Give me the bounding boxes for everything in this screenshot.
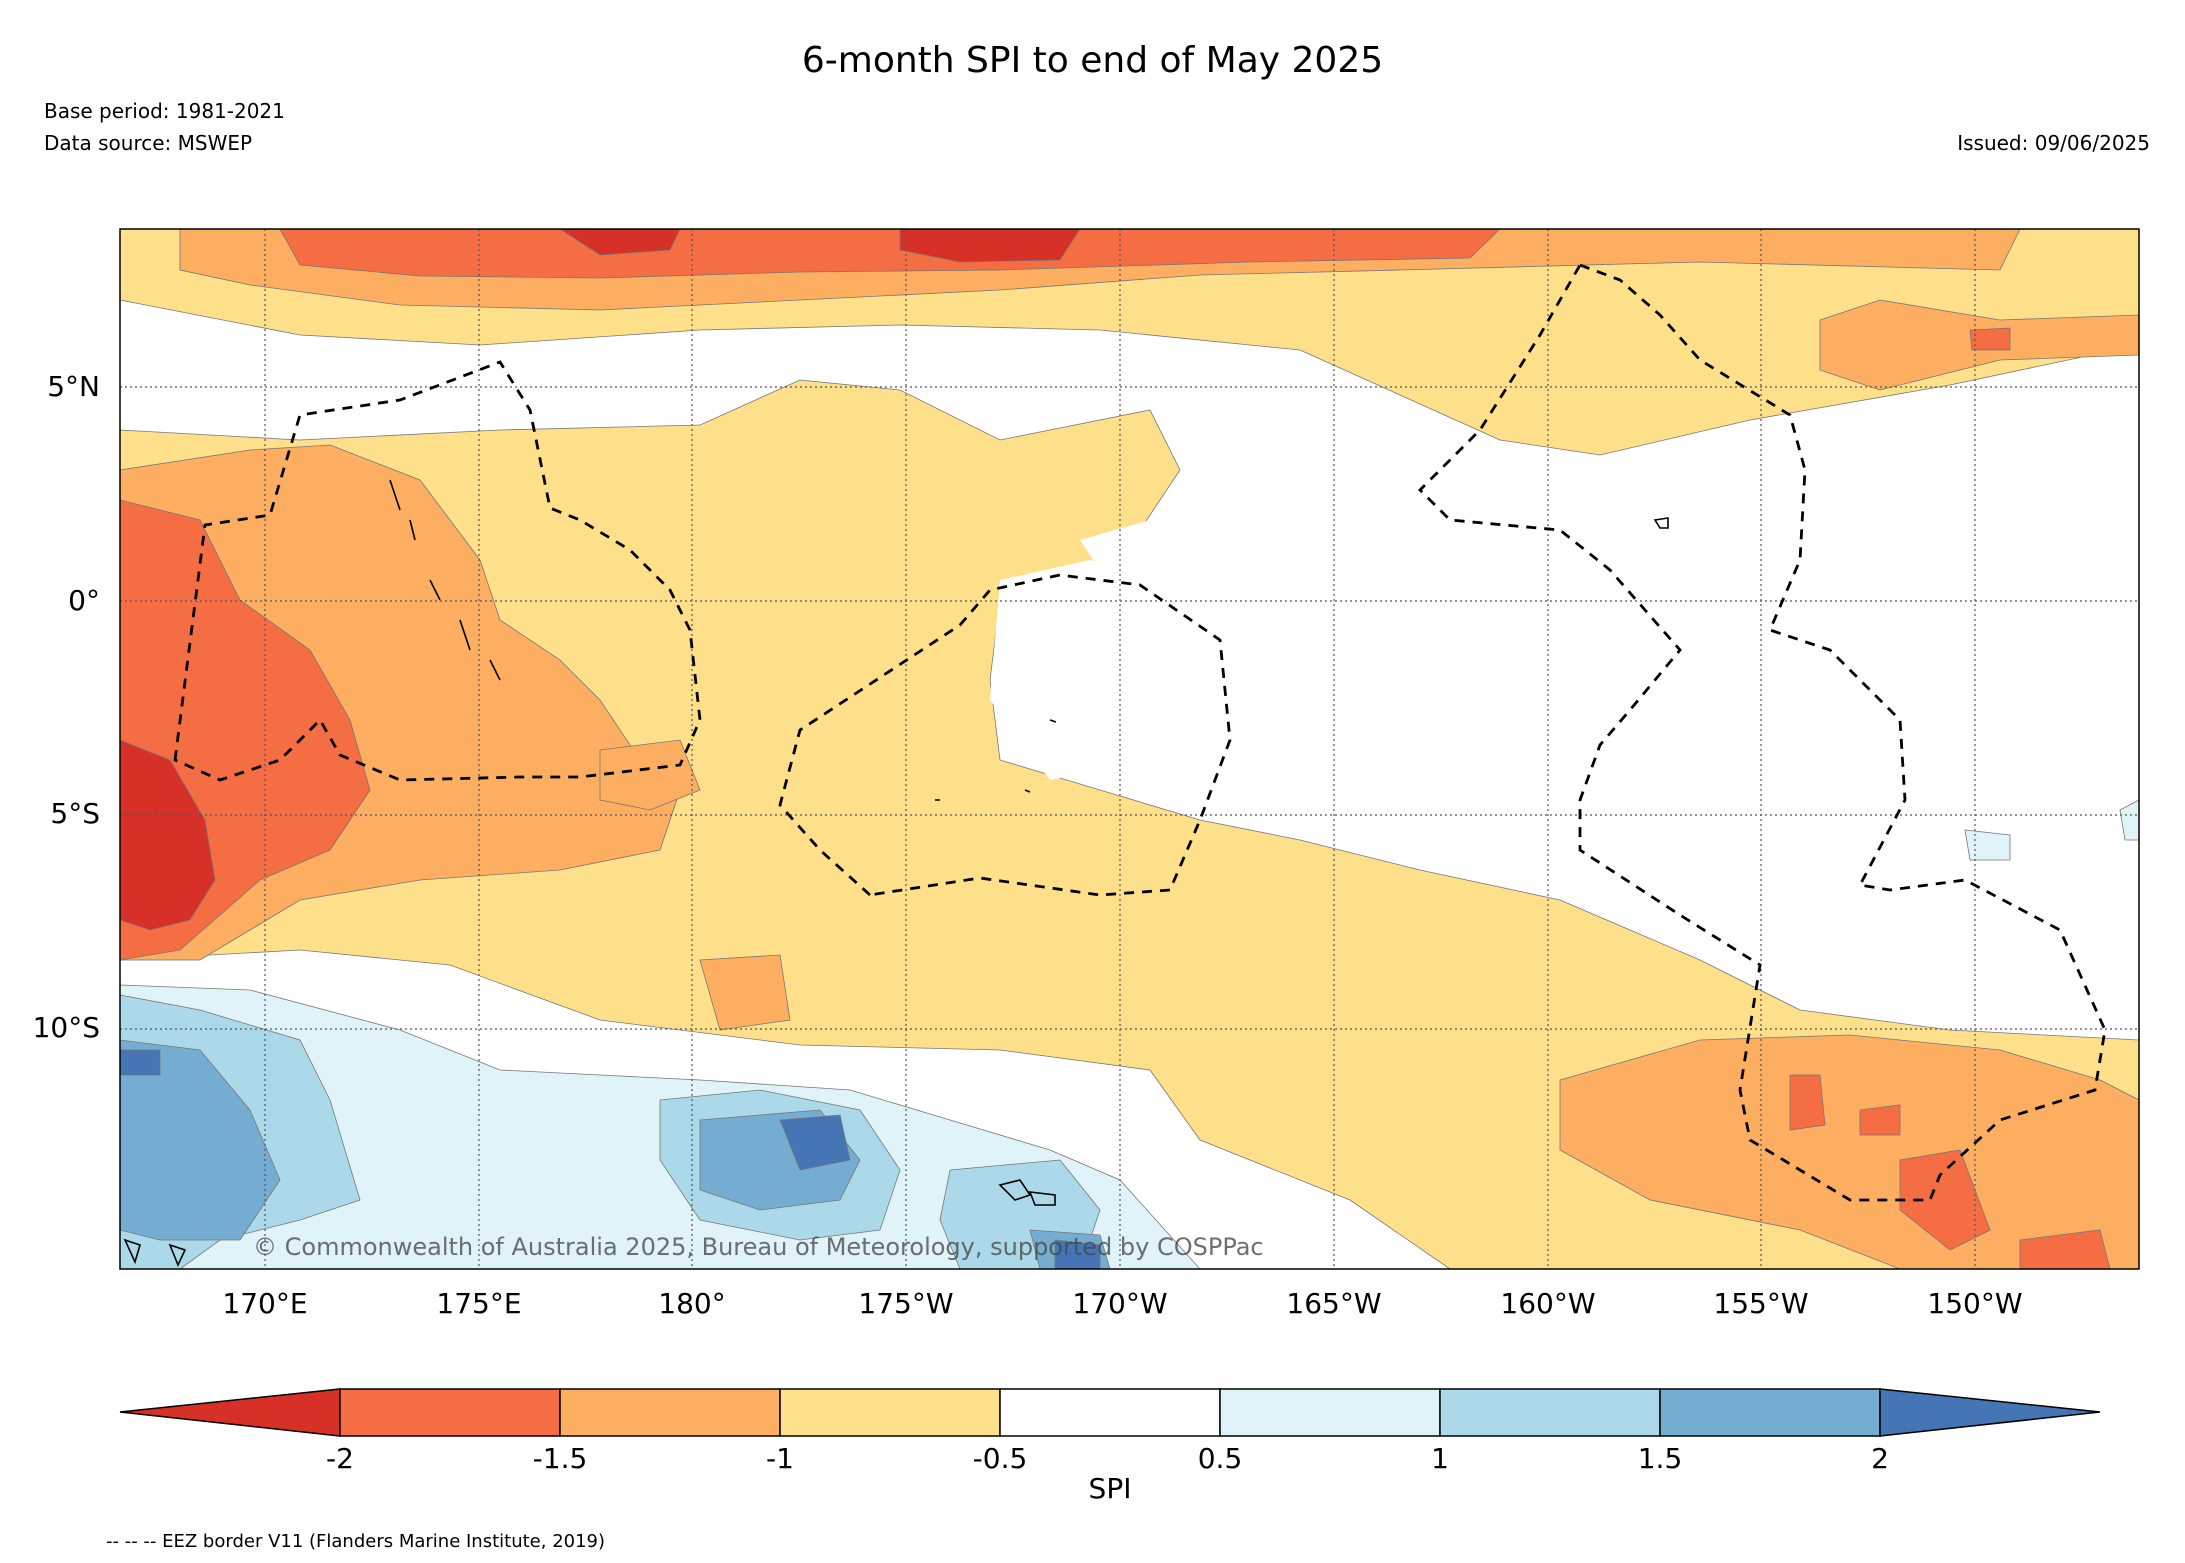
- colorbar-tick: 2: [1871, 1442, 1889, 1475]
- colorbar-tick: -2: [326, 1442, 354, 1475]
- eez-border-central: [778, 573, 1232, 897]
- lat-label-10s: 10°S: [32, 1011, 100, 1044]
- lon-label-175w: 175°W: [858, 1287, 954, 1320]
- colorbar-tick: -0.5: [972, 1442, 1028, 1475]
- colorbar-label: SPI: [1088, 1472, 1132, 1505]
- spi-north-east-red: [1969, 327, 2011, 351]
- map-title: 6-month SPI to end of May 2025: [801, 40, 1384, 81]
- colorbar-bin-4: [999, 1388, 1221, 1437]
- spi-central-patch-a: [599, 739, 701, 811]
- colorbar-tick: -1.5: [532, 1442, 588, 1475]
- lon-label-180: 180°: [658, 1287, 726, 1320]
- lon-label-175e: 175°E: [436, 1287, 522, 1320]
- issued-date: Issued: 09/06/2025: [1957, 131, 2150, 155]
- spi-southeast-severe: [1559, 1034, 2139, 1269]
- data-source: Data source: MSWEP: [44, 131, 253, 155]
- spi-east-wet-speck: [1964, 799, 2139, 861]
- colorbar-tick: 1.5: [1637, 1442, 1683, 1475]
- spi-field: [120, 229, 2139, 1269]
- lon-label-150w: 150°W: [1927, 1287, 2023, 1320]
- eez-border-west: [173, 360, 702, 782]
- colorbar-bin-2: [559, 1388, 781, 1437]
- spi-southeast-extreme: [1789, 1074, 2111, 1269]
- lon-label-170e: 170°E: [222, 1287, 308, 1320]
- island-outlines: [123, 479, 1669, 1268]
- colorbar-bin-5: [1219, 1388, 1441, 1437]
- colorbar: [119, 1388, 2101, 1437]
- copyright-credit: © Commonwealth of Australia 2025, Bureau…: [253, 1233, 1264, 1261]
- island-cluster-north: [1653, 517, 1669, 529]
- colorbar-extend-high: [1879, 1388, 2101, 1437]
- lat-label-0: 0°: [68, 584, 100, 617]
- lat-label-5n: 5°N: [47, 370, 100, 403]
- lon-label-155w: 155°W: [1713, 1287, 1809, 1320]
- spi-southwest-wet-extreme: [120, 1049, 1101, 1269]
- colorbar-tick: 0.5: [1197, 1442, 1243, 1475]
- colorbar-bin-1: [339, 1388, 561, 1437]
- lon-label-165w: 165°W: [1286, 1287, 1382, 1320]
- eez-border-east: [1418, 263, 2107, 1202]
- colorbar-extend-low: [119, 1388, 341, 1437]
- eez-legend: -- -- -- EEZ border V11 (Flanders Marine…: [106, 1531, 606, 1552]
- colorbar-bin-6: [1439, 1388, 1661, 1437]
- colorbar-bin-3: [779, 1388, 1001, 1437]
- island-gilberts: [389, 479, 501, 681]
- spi-southwest-wet-moderate: [120, 994, 1101, 1269]
- colorbar-tick: -1: [766, 1442, 794, 1475]
- eez-borders: [173, 263, 2107, 1202]
- spi-band-central-moderate: [120, 379, 2139, 1269]
- lon-label-160w: 160°W: [1500, 1287, 1596, 1320]
- lon-label-170w: 170°W: [1072, 1287, 1168, 1320]
- island-samoa: [998, 1179, 1056, 1206]
- spi-southwest-wet-severe: [120, 1039, 1111, 1269]
- graticule: [120, 229, 2139, 1269]
- spi-band-north-red: [559, 229, 1081, 263]
- spi-normal-hole-central: [990, 560, 1190, 780]
- map-frame: [119, 228, 2140, 1270]
- spi-band-central-red: [120, 739, 216, 931]
- colorbar-tick: 1: [1431, 1442, 1449, 1475]
- spi-central-patch-b: [699, 954, 791, 1031]
- island-fiji-edge: [123, 1238, 187, 1268]
- colorbar-bin-7: [1659, 1388, 1881, 1437]
- lat-label-5s: 5°S: [50, 797, 100, 830]
- island-tokelau: [935, 719, 1057, 801]
- base-period: Base period: 1981-2021: [44, 99, 285, 123]
